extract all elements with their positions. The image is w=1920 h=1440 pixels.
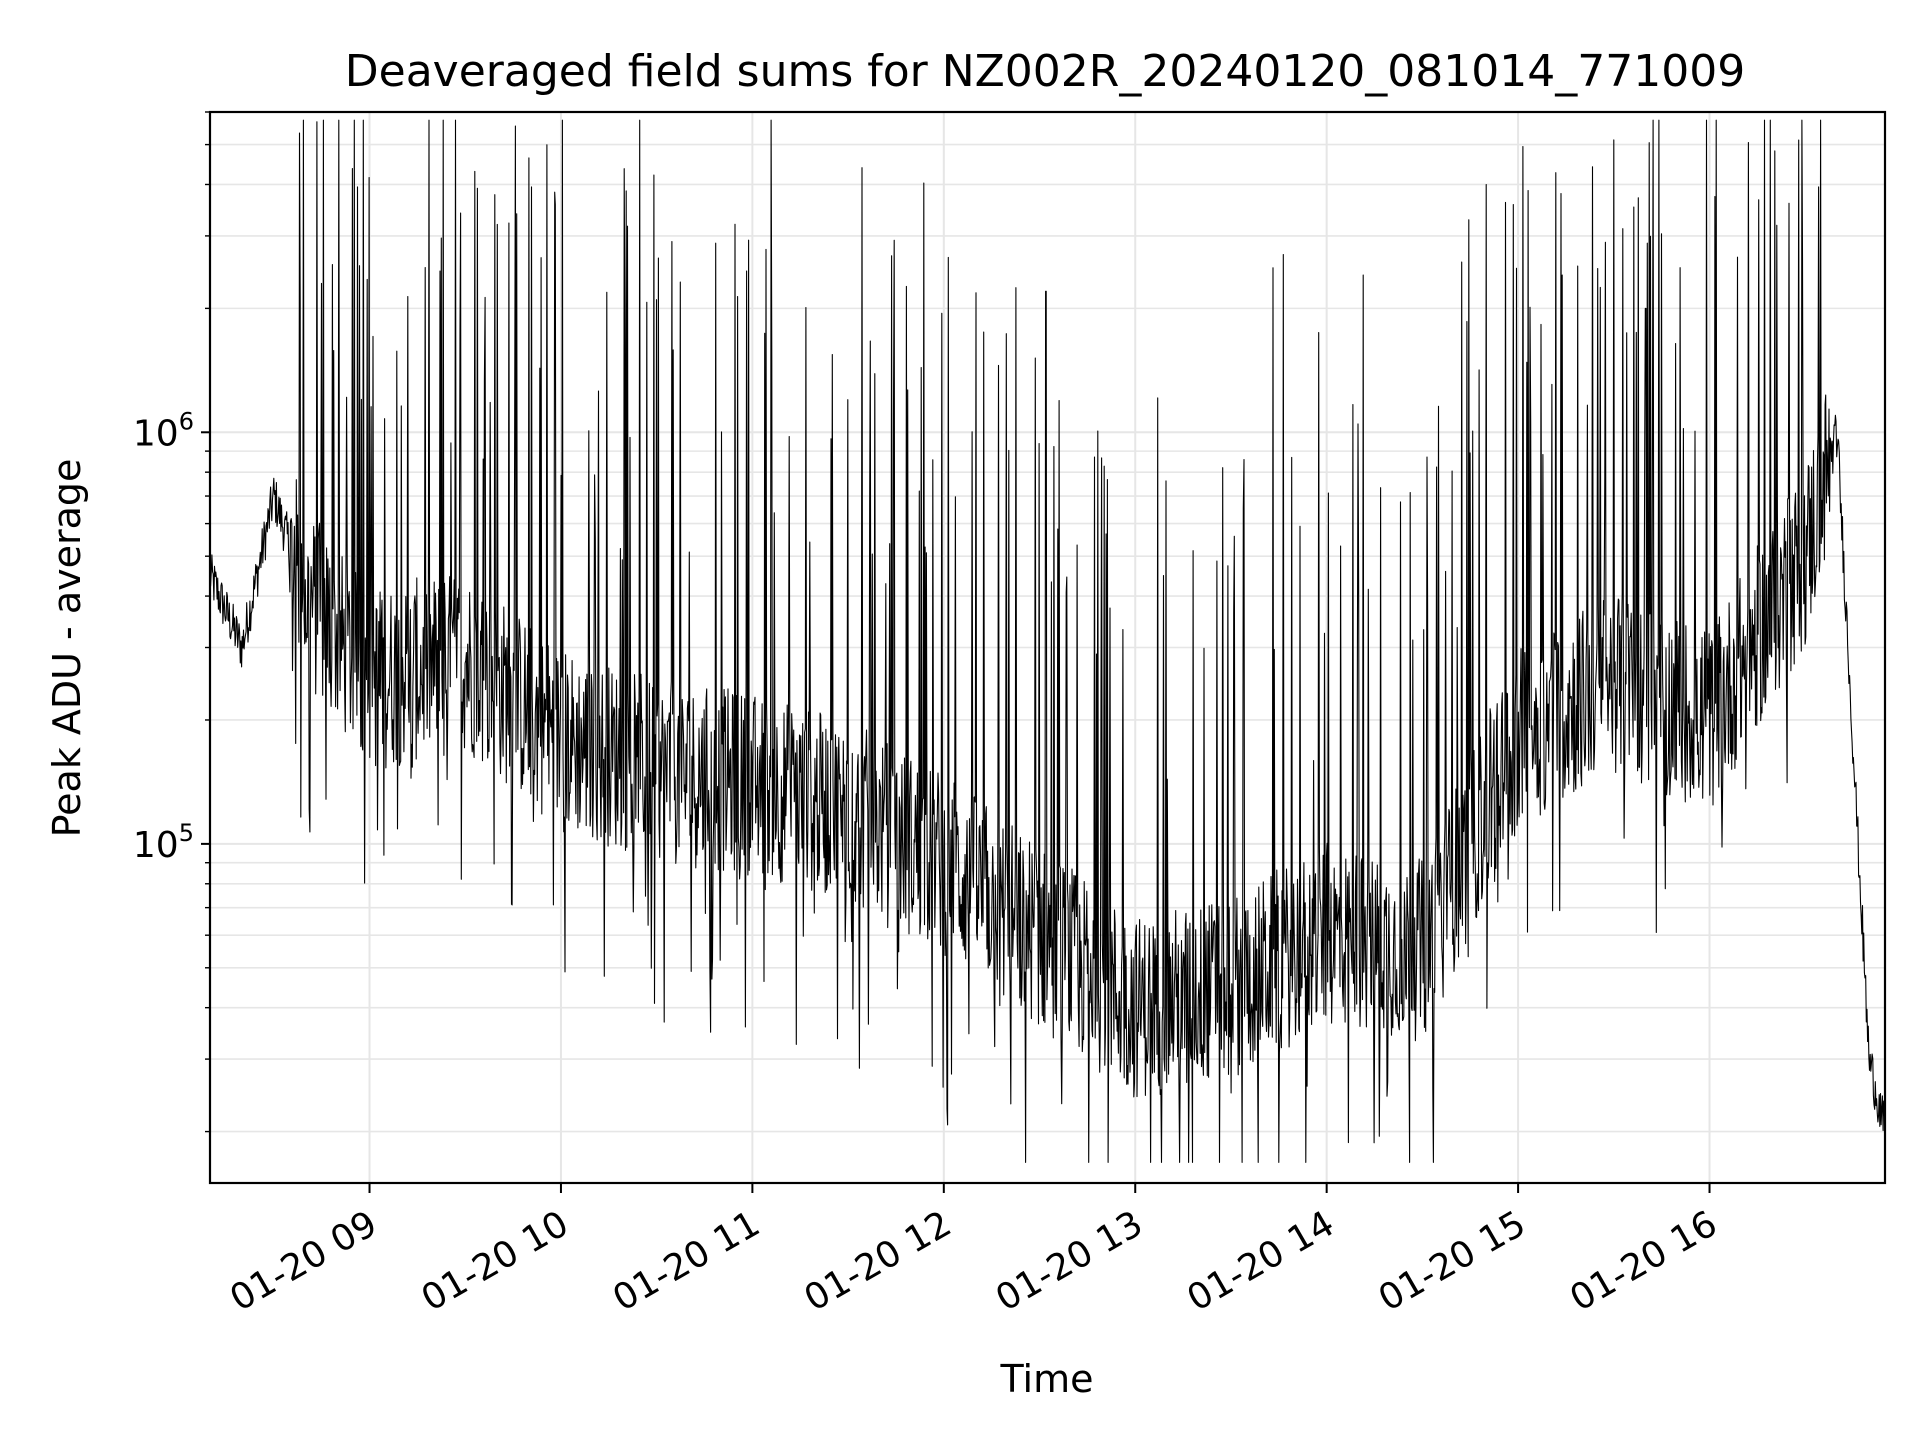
x-tick-label: 01-20 16	[1563, 1203, 1724, 1319]
chart-title: Deaveraged field sums for NZ002R_2024012…	[345, 46, 1745, 97]
y-tick-label: 106	[133, 407, 194, 454]
y-tick-label: 105	[133, 819, 194, 866]
x-axis: 01-20 09 01-20 10 01-20 11 01-20 12 01-20 13…	[223, 1183, 1724, 1320]
x-tick-label: 01-20 12	[798, 1203, 959, 1319]
series-line	[209, 119, 1886, 1163]
x-tick-label: 01-20 10	[415, 1203, 576, 1319]
y-axis: 105 106	[133, 111, 210, 1133]
x-tick-label: 01-20 11	[606, 1203, 767, 1319]
y-axis-label: Peak ADU - average	[45, 459, 89, 838]
x-tick-label: 01-20 15	[1372, 1203, 1533, 1319]
x-tick-label: 01-20 09	[223, 1203, 384, 1319]
x-axis-label: Time	[1000, 1357, 1094, 1401]
x-tick-label: 01-20 14	[1180, 1203, 1341, 1319]
x-tick-label: 01-20 13	[989, 1203, 1150, 1319]
